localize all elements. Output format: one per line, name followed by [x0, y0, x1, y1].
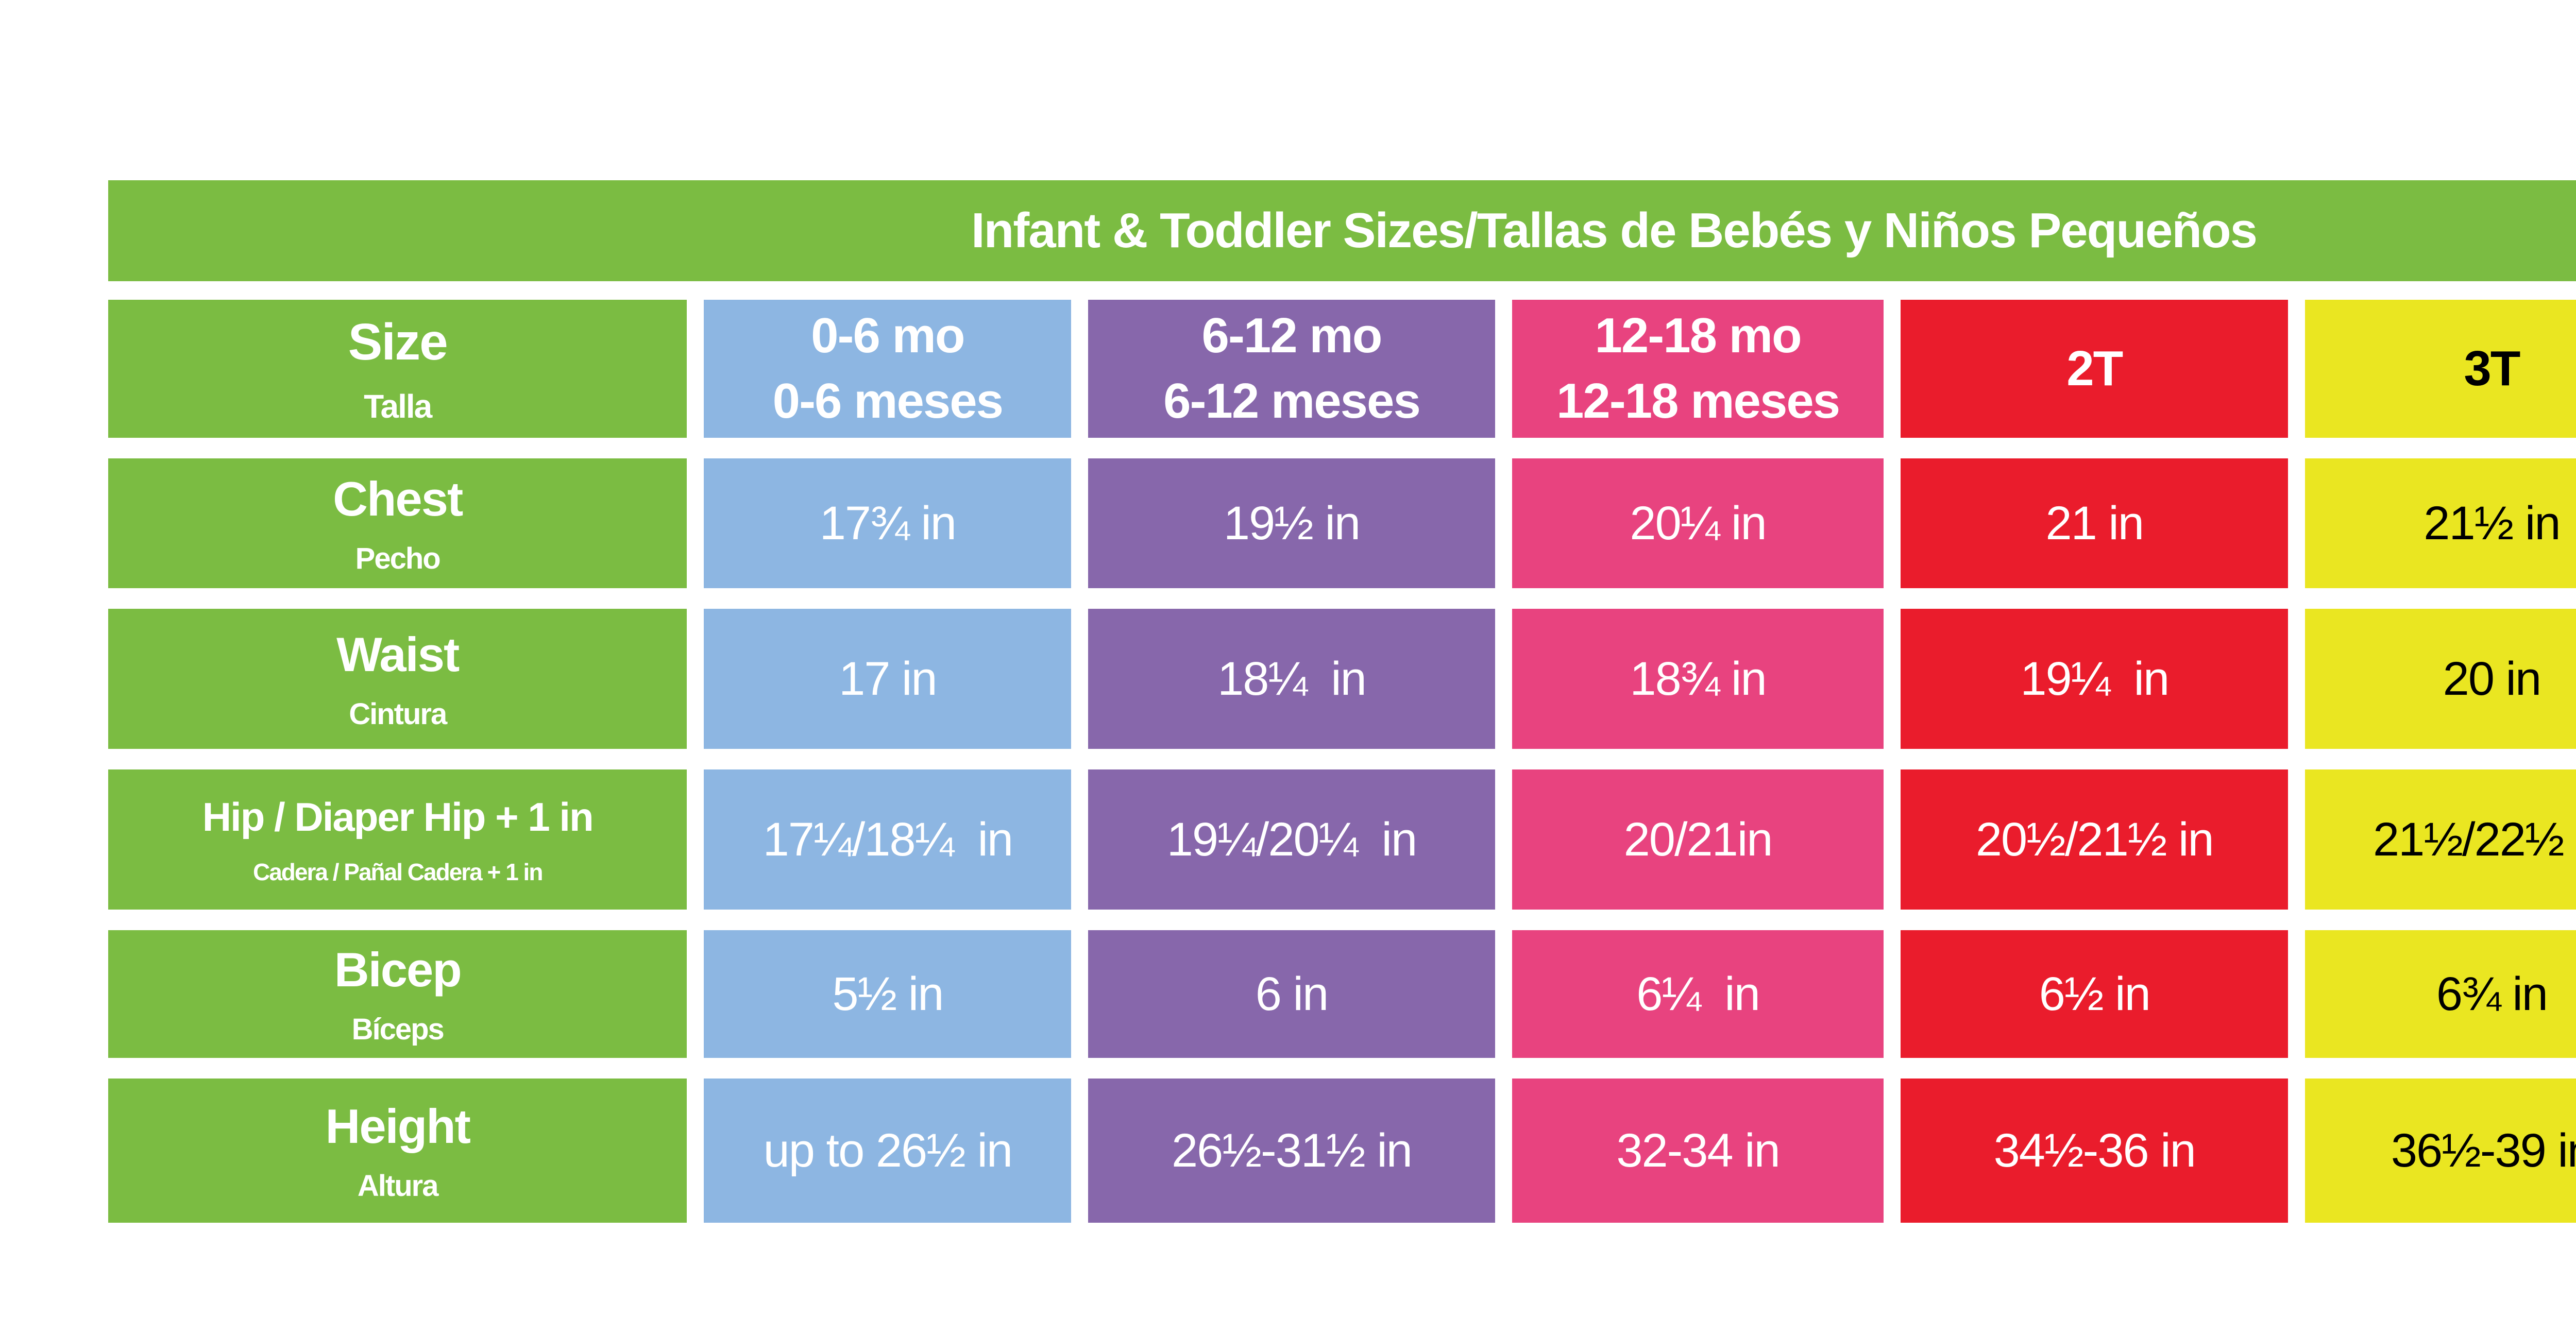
- value-height-0-6mo-text: up to 26½ in: [763, 1124, 1013, 1177]
- header-2t: 2T: [1901, 300, 2289, 438]
- value-waist-3t: 20 in: [2305, 609, 2576, 749]
- value-hip-3t-text: 21½/22½ in: [2372, 813, 2576, 866]
- header-3t: 3T: [2305, 300, 2576, 438]
- header-12-18mo-en: 12-18 mo: [1595, 308, 1802, 364]
- value-waist-6-12mo: 18¼ in: [1088, 609, 1495, 749]
- value-height-12-18mo-text: 32-34 in: [1616, 1124, 1780, 1177]
- label-chest-en: Chest: [333, 471, 463, 526]
- value-waist-2t-text: 19¼ in: [2020, 652, 2170, 705]
- title-bar: Infant & Toddler Sizes/Tallas de Bebés y…: [108, 180, 2576, 281]
- value-chest-6-12mo: 19½ in: [1088, 458, 1495, 588]
- value-waist-0-6mo: 17 in: [704, 609, 1072, 749]
- value-hip-3t: 21½/22½ in: [2305, 769, 2576, 910]
- value-chest-3t-text: 21½ in: [2424, 497, 2561, 550]
- label-chest: Chest Pecho: [108, 458, 687, 588]
- value-hip-6-12mo: 19¼/20¼ in: [1088, 769, 1495, 910]
- header-0-6mo: 0-6 mo 0-6 meses: [704, 300, 1072, 438]
- value-waist-6-12mo-text: 18¼ in: [1217, 652, 1367, 705]
- value-bicep-6-12mo: 6 in: [1088, 930, 1495, 1058]
- value-hip-12-18mo: 20/21in: [1512, 769, 1884, 910]
- value-bicep-2t-text: 6½ in: [2039, 967, 2151, 1020]
- value-bicep-12-18mo-text: 6¼ in: [1636, 967, 1760, 1020]
- value-height-0-6mo: up to 26½ in: [704, 1079, 1072, 1223]
- value-bicep-12-18mo: 6¼ in: [1512, 930, 1884, 1058]
- value-hip-2t: 20½/21½ in: [1901, 769, 2289, 910]
- value-hip-12-18mo-text: 20/21in: [1623, 813, 1773, 866]
- label-chest-es: Pecho: [355, 541, 441, 575]
- label-waist-es: Cintura: [349, 697, 447, 731]
- header-0-6mo-es: 0-6 meses: [772, 373, 1004, 429]
- value-chest-3t: 21½ in: [2305, 458, 2576, 588]
- value-bicep-6-12mo-text: 6 in: [1255, 967, 1329, 1020]
- value-chest-12-18mo: 20¼ in: [1512, 458, 1884, 588]
- label-hip-en: Hip / Diaper Hip + 1 in: [202, 794, 594, 840]
- value-chest-6-12mo-text: 19½ in: [1223, 497, 1361, 550]
- label-bicep: Bicep Bíceps: [108, 930, 687, 1058]
- value-bicep-0-6mo: 5½ in: [704, 930, 1072, 1058]
- value-waist-3t-text: 20 in: [2443, 652, 2541, 705]
- value-waist-0-6mo-text: 17 in: [839, 652, 937, 705]
- value-height-6-12mo: 26½-31½ in: [1088, 1079, 1495, 1223]
- label-hip: Hip / Diaper Hip + 1 in Cadera / Pañal C…: [108, 769, 687, 910]
- label-waist-en: Waist: [336, 627, 460, 681]
- value-chest-0-6mo: 17¾ in: [704, 458, 1072, 588]
- value-chest-0-6mo-text: 17¾ in: [819, 497, 957, 550]
- header-3t-label: 3T: [2464, 340, 2520, 396]
- value-height-3t: 36½-39 in: [2305, 1079, 2576, 1223]
- size-chart-table: Size Talla 0-6 mo 0-6 meses 6-12 mo 6-12…: [108, 300, 2576, 1223]
- value-bicep-3t-text: 6¾ in: [2436, 967, 2548, 1020]
- value-hip-2t-text: 20½/21½ in: [1975, 813, 2214, 866]
- value-height-2t-text: 34½-36 in: [1993, 1124, 2196, 1177]
- header-6-12mo: 6-12 mo 6-12 meses: [1088, 300, 1495, 438]
- value-hip-0-6mo-text: 17¼/18¼ in: [762, 813, 1013, 866]
- header-6-12mo-es: 6-12 meses: [1163, 373, 1421, 429]
- header-12-18mo-es: 12-18 meses: [1556, 373, 1840, 429]
- label-waist: Waist Cintura: [108, 609, 687, 749]
- value-height-12-18mo: 32-34 in: [1512, 1079, 1884, 1223]
- value-hip-0-6mo: 17¼/18¼ in: [704, 769, 1072, 910]
- value-height-6-12mo-text: 26½-31½ in: [1172, 1124, 1413, 1177]
- header-2t-label: 2T: [2066, 340, 2123, 396]
- header-size-en: Size: [348, 313, 448, 371]
- value-waist-12-18mo: 18¾ in: [1512, 609, 1884, 749]
- value-hip-6-12mo-text: 19¼/20¼ in: [1166, 813, 1417, 866]
- size-chart: Infant & Toddler Sizes/Tallas de Bebés y…: [108, 180, 2576, 1223]
- label-height-es: Altura: [357, 1169, 439, 1203]
- value-height-2t: 34½-36 in: [1901, 1079, 2289, 1223]
- value-waist-2t: 19¼ in: [1901, 609, 2289, 749]
- header-size-es: Talla: [364, 387, 432, 425]
- value-waist-12-18mo-text: 18¾ in: [1630, 652, 1767, 705]
- value-chest-12-18mo-text: 20¼ in: [1630, 497, 1767, 550]
- label-height: Height Altura: [108, 1079, 687, 1223]
- value-bicep-2t: 6½ in: [1901, 930, 2289, 1058]
- value-height-3t-text: 36½-39 in: [2391, 1124, 2576, 1177]
- value-bicep-0-6mo-text: 5½ in: [832, 967, 944, 1020]
- value-chest-2t-text: 21 in: [2045, 497, 2144, 550]
- page-title: Infant & Toddler Sizes/Tallas de Bebés y…: [971, 203, 2258, 258]
- header-0-6mo-en: 0-6 mo: [811, 308, 965, 364]
- label-height-en: Height: [325, 1099, 471, 1153]
- label-bicep-es: Bíceps: [351, 1012, 445, 1046]
- header-6-12mo-en: 6-12 mo: [1201, 308, 1383, 364]
- value-chest-2t: 21 in: [1901, 458, 2289, 588]
- value-bicep-3t: 6¾ in: [2305, 930, 2576, 1058]
- label-bicep-en: Bicep: [334, 942, 462, 997]
- header-size: Size Talla: [108, 300, 687, 438]
- label-hip-es: Cadera / Pañal Cadera + 1 in: [252, 858, 543, 885]
- header-12-18mo: 12-18 mo 12-18 meses: [1512, 300, 1884, 438]
